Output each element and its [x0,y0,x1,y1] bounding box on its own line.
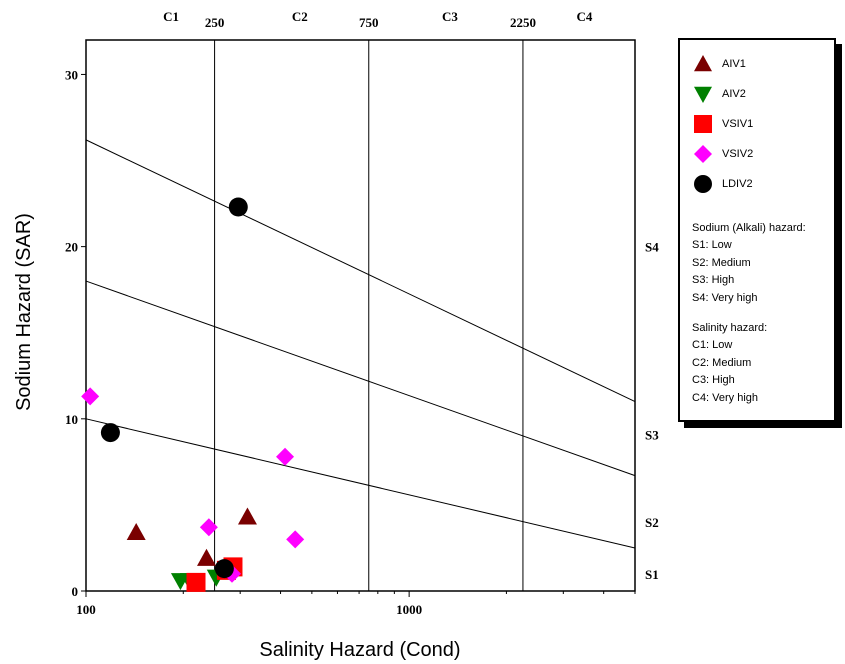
legend-salinity-c2: C2: Medium [692,357,752,369]
plot-area: 250 750 2250 C1 C2 C3 C4 S1 S2 S3 S4 0 10 20 30 100 1000 [65,9,659,617]
point-vsiv2-2 [199,518,218,537]
legend-label-aiv1: AIV1 [722,58,746,70]
legend-sodium-s4: S4: Very high [692,292,758,304]
salinity-class-c1: C1 [163,9,179,24]
sodium-boundary-line-1 [85,418,636,549]
x-axis-title: Salinity Hazard (Cond) [259,639,460,661]
top-tick-250: 250 [205,15,225,30]
legend-marker-triangle-down-icon [694,86,712,103]
legend-marker-square-icon [694,115,712,133]
legend-sodium-s1: S1: Low [692,239,732,251]
point-vsiv2-1 [81,387,100,406]
y-tick-10: 10 [65,412,78,427]
legend-sodium-s3: S3: High [692,274,735,286]
salinity-class-c3: C3 [442,9,458,24]
y-tick-30: 30 [65,67,78,82]
legend-salinity-title: Salinity hazard: [692,322,768,334]
legend-marker-circle-icon [694,175,712,193]
legend-label-vsiv2: VSIV2 [722,148,754,160]
point-ldiv2-1 [100,423,120,443]
series-vsiv2 [81,387,305,583]
salinity-class-c2: C2 [292,9,308,24]
point-vsiv1-1 [186,572,206,592]
sodium-class-s4: S4 [645,240,659,255]
legend-marker-vsiv1 [694,115,712,133]
top-tick-2250: 2250 [510,15,536,30]
point-aiv1-2 [197,548,217,566]
sodium-class-s1: S1 [645,567,659,582]
top-tick-750: 750 [359,15,379,30]
legend-sodium-title: Sodium (Alkali) hazard: [692,222,806,234]
legend-marker-aiv1 [694,55,712,72]
legend-marker-diamond-icon [694,145,712,163]
series-ldiv2 [100,197,248,579]
legend-sodium-s2: S2: Medium [692,257,751,269]
legend-label-vsiv1: VSIV1 [722,118,754,130]
sodium-class-s3: S3 [645,427,659,442]
x-tick-100: 100 [76,602,96,617]
plot-frame [85,39,636,592]
sodium-boundary-line-2 [85,280,636,477]
sodium-class-s2: S2 [645,515,659,530]
series-aiv1 [126,507,257,566]
sodium-boundary-line-3 [85,139,636,403]
legend-item-ldiv2: LDIV2 [692,174,753,194]
legend-marker-aiv2 [694,86,712,103]
legend-label-aiv2: AIV2 [722,88,746,100]
legend-marker-ldiv2 [694,175,712,193]
legend-item-aiv2: AIV2 [692,84,746,104]
point-aiv1-3 [237,507,257,525]
legend-label-ldiv2: LDIV2 [722,178,753,190]
point-vsiv2-5 [286,530,305,549]
legend: AIV1 AIV2 VSIV1 VSIV2 LDIV2 Sodium (Alkali) … [678,38,836,422]
point-ldiv2-2 [228,197,248,217]
legend-item-vsiv2: VSIV2 [692,144,753,164]
legend-item-aiv1: AIV1 [692,54,746,74]
y-axis-title: Sodium Hazard (SAR) [13,213,35,411]
point-vsiv2-4 [276,447,295,466]
legend-salinity-c4: C4: Very high [692,392,759,404]
legend-salinity-c3: C3: High [692,374,735,386]
y-tick-20: 20 [65,240,78,255]
legend-item-vsiv1: VSIV1 [692,114,753,134]
legend-marker-vsiv2 [694,145,712,163]
x-tick-1000: 1000 [396,602,422,617]
legend-marker-triangle-up-icon [694,55,712,72]
salinity-class-c4: C4 [576,9,592,24]
point-aiv1-1 [126,522,146,541]
legend-salinity-c1: C1: Low [692,339,733,351]
point-ldiv2-3 [214,559,234,579]
y-tick-0: 0 [72,584,79,599]
